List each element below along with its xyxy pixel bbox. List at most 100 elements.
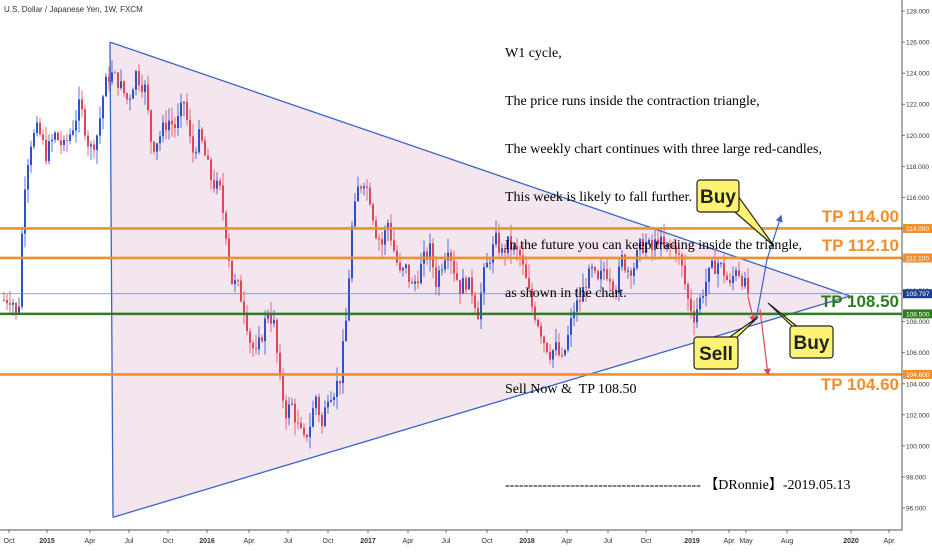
candle-body <box>504 248 506 253</box>
candle-body <box>45 139 47 162</box>
candle-body <box>36 122 38 134</box>
candle-body <box>447 252 449 261</box>
candle-body <box>183 102 185 104</box>
candle-body <box>432 243 434 268</box>
candle-body <box>75 120 77 131</box>
candle-body <box>216 180 218 189</box>
candle-body <box>240 280 242 302</box>
candle-body <box>576 300 578 312</box>
candle-body <box>6 300 8 304</box>
candle-body <box>357 186 359 202</box>
level-label: TP 108.50 <box>821 292 899 311</box>
candle-body <box>261 337 263 342</box>
x-tick-label: May <box>739 538 753 545</box>
candle-body <box>714 260 716 275</box>
candle-body <box>684 265 686 285</box>
candle-body <box>348 278 350 321</box>
candle-body <box>267 314 269 319</box>
candle-body <box>225 212 227 239</box>
candle-body <box>369 187 371 205</box>
candle-body <box>594 267 596 271</box>
candle-body <box>699 297 701 310</box>
y-tick-label: 106.000 <box>906 350 930 357</box>
y-tick-label: 116.000 <box>906 195 929 202</box>
x-tick-label: Apr <box>724 538 736 545</box>
price-label: 112.100 <box>906 255 929 262</box>
analysis-annotation: W1 cycle, The price runs inside the cont… <box>505 14 851 526</box>
callout-box <box>789 325 834 359</box>
candle-body <box>258 337 260 350</box>
candle-body <box>735 270 737 276</box>
x-tick-label: Oct <box>323 538 334 545</box>
candle-body <box>270 314 272 324</box>
candle-body <box>150 110 152 142</box>
x-tick-label: Apr <box>85 538 97 545</box>
candle-body <box>609 278 611 282</box>
candle-body <box>144 84 146 92</box>
candle-body <box>651 239 653 251</box>
candle-body <box>402 268 404 271</box>
candle-body <box>417 281 419 284</box>
candle-body <box>291 403 293 405</box>
candle-body <box>234 280 236 285</box>
candle-body <box>441 269 443 271</box>
candle-body <box>663 236 665 248</box>
candle-body <box>603 269 605 271</box>
candle-body <box>516 245 518 250</box>
candle-body <box>27 165 29 190</box>
candle-body <box>84 109 86 136</box>
candle-body <box>339 380 341 384</box>
y-tick-label: 124.000 <box>906 71 930 78</box>
candle-body <box>435 267 437 287</box>
candle-body <box>54 132 56 140</box>
candle-body <box>21 233 23 307</box>
candle-body <box>30 146 32 166</box>
candle-body <box>60 140 62 146</box>
callouts: Buy Sell Buy <box>693 179 834 370</box>
candle-body <box>453 260 455 274</box>
candle-body <box>591 267 593 269</box>
candle-body <box>528 278 530 289</box>
annotation-line: The price runs inside the contraction tr… <box>505 94 760 109</box>
candle-body <box>456 273 458 280</box>
candle-body <box>744 278 746 287</box>
candle-body <box>300 422 302 429</box>
candle-body <box>156 143 158 152</box>
candle-body <box>33 133 35 147</box>
projection-arrow <box>759 309 771 376</box>
candle-body <box>207 155 209 160</box>
x-tick-label: Oct <box>163 538 174 545</box>
annotation-line: as shown in the chart. <box>505 286 627 301</box>
y-tick-label: 122.000 <box>906 102 930 109</box>
candle-body <box>342 341 344 384</box>
candle-body <box>138 71 140 86</box>
candle-body <box>165 122 167 131</box>
price-label: 109.797 <box>906 291 930 298</box>
candle-body <box>147 84 149 111</box>
triangle-upper-line <box>109 41 851 297</box>
candle-body <box>702 296 704 298</box>
candle-body <box>15 302 17 313</box>
candle-body <box>39 122 41 135</box>
callout-box <box>696 179 740 213</box>
candle-body <box>585 287 587 289</box>
candle-body <box>159 136 161 144</box>
triangle-left-line <box>109 42 114 518</box>
candle-body <box>498 232 500 253</box>
candle-body <box>246 312 248 332</box>
y-tick-label: 108.000 <box>906 319 930 326</box>
candle-body <box>219 180 221 186</box>
candle-body <box>648 239 650 243</box>
candle-body <box>114 72 116 74</box>
candle-body <box>87 135 89 147</box>
candle-body <box>189 119 191 137</box>
candle-body <box>9 303 11 305</box>
candle-body <box>90 144 92 147</box>
candle-body <box>552 350 554 360</box>
candle-body <box>690 298 692 312</box>
candle-body <box>78 99 80 121</box>
candle-body <box>624 255 626 271</box>
